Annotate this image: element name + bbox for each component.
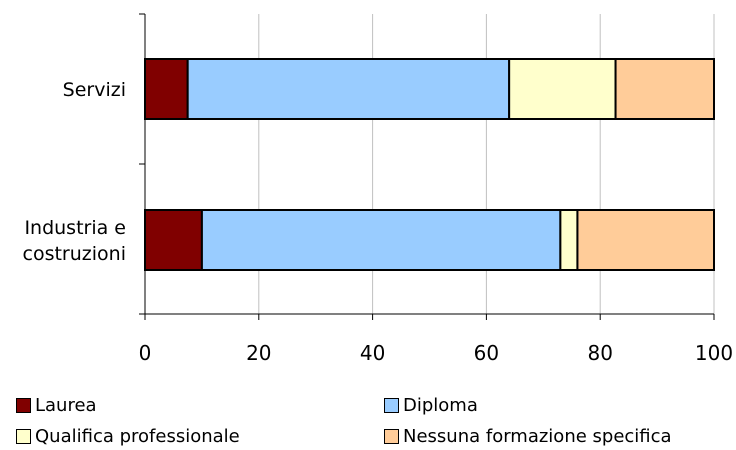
bar-0-qualifica-professionale: [508, 58, 617, 120]
category-label-0-line-0: Servizi: [63, 79, 126, 101]
bar-0-diploma: [186, 58, 511, 120]
x-tick-label-40: 40: [360, 341, 385, 365]
bar-0-laurea: [144, 58, 189, 120]
x-tick-label-80: 80: [587, 341, 612, 365]
category-label-1-line-1: costruzioni: [23, 243, 126, 265]
x-tick-label-0: 0: [139, 341, 152, 365]
category-labels: Servizi Industria e costruzioni: [23, 79, 126, 265]
category-label-1-line-0: Industria e: [24, 217, 126, 239]
bar-1-diploma: [200, 209, 562, 271]
x-tick-label-60: 60: [474, 341, 499, 365]
x-tick-labels: 0 20 40 60 80 100: [139, 341, 733, 365]
bar-segments: [144, 58, 715, 271]
x-tick-label-100: 100: [695, 341, 733, 365]
bar-0-nessuna-formazione-specifica: [614, 58, 715, 120]
bar-1-qualifica-professionale: [559, 209, 579, 271]
bar-1-laurea: [144, 209, 203, 271]
axes: [139, 13, 715, 320]
x-tick-label-20: 20: [246, 341, 271, 365]
bar-1-nessuna-formazione-specifica: [576, 209, 715, 271]
